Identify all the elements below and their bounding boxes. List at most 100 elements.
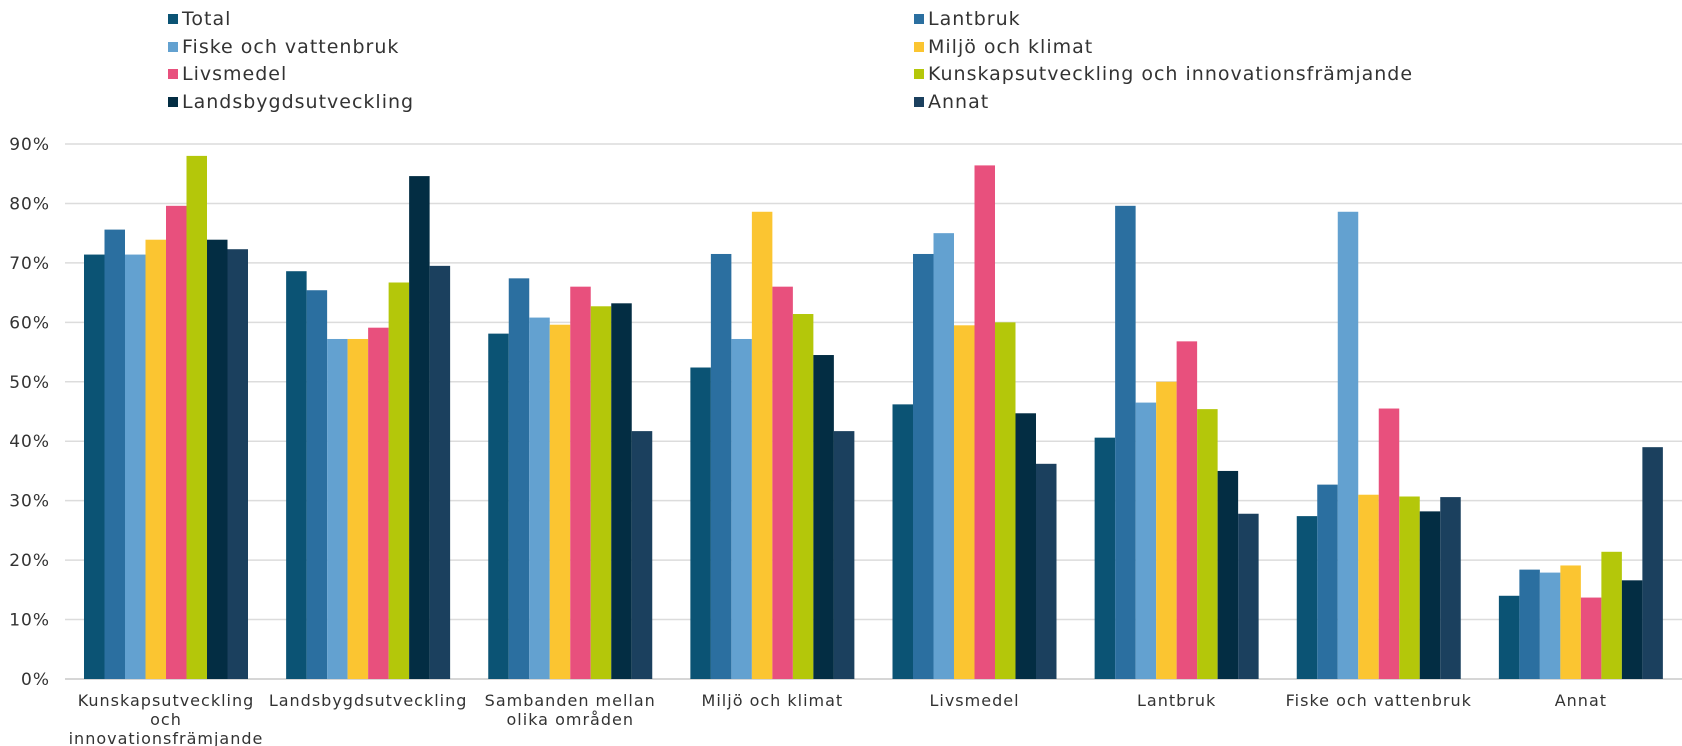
legend-label: Lantbruk [928, 8, 1021, 30]
bar-landsbygdsutveckling [611, 303, 632, 679]
legend-swatch-fiske-och-vattenbruk [168, 42, 178, 52]
bar-kunskapsutveckling-och-innovationsframjande [590, 306, 612, 679]
bar-livsmedel [166, 205, 187, 680]
bar-total [488, 333, 509, 679]
legend-swatch-miljo-och-klimat [914, 42, 924, 52]
bar-lantbruk [710, 253, 732, 679]
y-tick-label: 40% [9, 432, 50, 452]
legend-swatch-kunskapsutveckling-och-innovationsframjande [914, 69, 924, 79]
bar-fiske-och-vattenbruk [731, 338, 752, 679]
bar-miljo-och-klimat [954, 325, 975, 679]
legend-label: Total [181, 8, 231, 30]
x-tick-label: Livsmedel [929, 691, 1019, 710]
legend-label: Annat [928, 91, 989, 113]
y-tick-label: 80% [9, 194, 50, 214]
bar-lantbruk [913, 253, 934, 679]
bar-miljo-och-klimat [1156, 381, 1177, 679]
bar-landsbygdsutveckling [1217, 470, 1239, 679]
x-tick-label: Annat [1555, 691, 1607, 710]
bars [84, 155, 1663, 680]
legend-swatch-livsmedel [168, 69, 178, 79]
bar-landsbygdsutveckling [1621, 580, 1643, 679]
bar-fiske-och-vattenbruk [125, 254, 146, 680]
bar-lantbruk [104, 229, 125, 679]
x-axis: Kunskapsutvecklingochinnovationsfrämjand… [69, 691, 1607, 746]
bar-annat [631, 431, 653, 679]
legend-label: Landsbygdsutveckling [182, 91, 414, 113]
bar-lantbruk [306, 290, 328, 679]
bar-miljo-och-klimat [1560, 565, 1581, 679]
legend-swatch-landsbygdsutveckling [168, 97, 178, 107]
legend-swatch-annat [914, 97, 924, 107]
legend: Total Lantbruk Fiske och vattenbruk Miljö o… [168, 8, 1413, 113]
bar-fiske-och-vattenbruk [933, 233, 954, 679]
bar-lantbruk [1317, 484, 1338, 679]
bar-annat [833, 431, 855, 679]
x-tick-label: innovationsfrämjande [69, 729, 264, 746]
x-tick-label: Kunskapsutveckling [78, 691, 255, 710]
bar-total [1094, 437, 1116, 679]
bar-total [892, 404, 913, 679]
bar-fiske-och-vattenbruk [529, 317, 550, 679]
bar-landsbygdsutveckling [409, 176, 430, 679]
y-axis: 0% 10% 20% 30% 40% 50% 60% 70% 80% 90% [9, 135, 50, 690]
x-tick-label: Sambanden mellan [485, 691, 656, 710]
bar-miljo-och-klimat [549, 324, 571, 679]
x-tick-label: och [150, 710, 182, 729]
bar-fiske-och-vattenbruk [1337, 211, 1359, 679]
legend-swatch-lantbruk [914, 14, 924, 24]
bar-landsbygdsutveckling [813, 355, 834, 679]
bar-landsbygdsutveckling [207, 239, 228, 679]
legend-label: Kunskapsutveckling och innovationsfrämja… [928, 63, 1413, 85]
bar-fiske-och-vattenbruk [1539, 572, 1561, 679]
bar-kunskapsutveckling-och-innovationsframjande [995, 322, 1016, 679]
y-tick-label: 10% [9, 611, 50, 631]
bar-livsmedel [974, 165, 995, 679]
bar-miljo-och-klimat [751, 211, 773, 679]
y-tick-label: 50% [9, 373, 50, 393]
y-tick-label: 30% [9, 492, 50, 512]
bar-livsmedel [1378, 408, 1400, 679]
bar-kunskapsutveckling-och-innovationsframjande [1399, 496, 1420, 679]
y-tick-label: 0% [21, 670, 50, 690]
bar-total [84, 254, 105, 680]
bar-lantbruk [508, 278, 530, 679]
x-tick-label: Lantbruk [1137, 691, 1216, 710]
bar-annat [1440, 497, 1461, 679]
legend-label: Livsmedel [182, 63, 287, 85]
bar-total [1498, 595, 1520, 679]
bar-annat [429, 265, 451, 679]
x-tick-label: olika områden [507, 710, 634, 729]
bar-annat [227, 249, 248, 679]
bar-annat [1238, 513, 1259, 679]
bar-fiske-och-vattenbruk [327, 338, 348, 679]
bar-lantbruk [1519, 569, 1540, 679]
bar-kunskapsutveckling-och-innovationsframjande [1601, 551, 1622, 679]
bar-fiske-och-vattenbruk [1135, 402, 1157, 679]
bar-kunskapsutveckling-och-innovationsframjande [388, 282, 410, 679]
y-tick-label: 60% [9, 313, 50, 333]
x-tick-label: Landsbygdsutveckling [269, 691, 468, 710]
bar-livsmedel [1580, 597, 1602, 679]
bar-livsmedel [1176, 341, 1198, 679]
bar-kunskapsutveckling-och-innovationsframjande [186, 155, 207, 679]
bar-annat [1036, 463, 1057, 679]
bar-total [1296, 516, 1318, 679]
bar-lantbruk [1115, 205, 1136, 680]
bar-livsmedel [772, 286, 793, 679]
bar-miljo-och-klimat [347, 338, 369, 679]
legend-label: Fiske och vattenbruk [182, 36, 399, 58]
bar-kunskapsutveckling-och-innovationsframjande [792, 314, 814, 679]
bar-landsbygdsutveckling [1419, 511, 1441, 679]
bar-annat [1642, 447, 1663, 679]
x-tick-label: Fiske och vattenbruk [1286, 691, 1472, 710]
bar-livsmedel [368, 327, 389, 679]
bar-kunskapsutveckling-och-innovationsframjande [1197, 409, 1218, 679]
legend-label: Miljö och klimat [928, 36, 1093, 58]
legend-swatch-total [168, 14, 178, 24]
bar-landsbygdsutveckling [1015, 413, 1036, 679]
bar-livsmedel [570, 286, 591, 679]
bar-miljo-och-klimat [1358, 494, 1379, 679]
y-tick-label: 70% [9, 254, 50, 274]
